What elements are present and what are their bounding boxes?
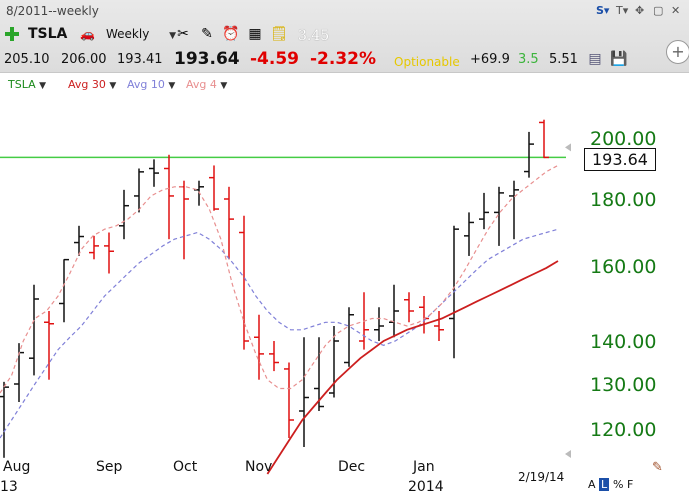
misc-value: 3.45 xyxy=(298,28,330,44)
y-tick-label-130: 130.00 xyxy=(590,374,657,396)
car-icon[interactable]: 🚗 xyxy=(80,27,95,41)
chevron-down-icon: ▼ xyxy=(39,81,47,91)
current-price-box: 193.64 xyxy=(584,148,656,171)
optionable-label: Optionable xyxy=(394,55,460,69)
avg10-line xyxy=(0,228,559,439)
scale-auto-button[interactable]: A xyxy=(588,478,596,491)
avg4-line xyxy=(0,164,559,394)
y-tick-label-180: 180.00 xyxy=(590,189,657,211)
interval-label: Weekly xyxy=(106,27,150,41)
legend-label-avg4: Avg 4 xyxy=(186,78,217,91)
scale-fixed-button[interactable]: F xyxy=(627,478,634,491)
interval-select[interactable]: Weekly ▼ xyxy=(106,27,176,41)
low-price: 193.41 xyxy=(117,52,163,67)
x-tick-label-nov: Nov xyxy=(245,459,273,475)
period-label: 8/2011--weekly xyxy=(6,4,99,18)
axis-up-arrow xyxy=(565,143,571,152)
stat-value-2: 3.5 xyxy=(518,52,539,67)
scale-percent-button[interactable]: % xyxy=(613,478,624,491)
open-price: 205.10 xyxy=(4,52,50,67)
move-icon[interactable]: ✥ xyxy=(635,4,645,17)
y-tick-label-140: 140.00 xyxy=(590,331,657,353)
edit-icon[interactable]: ✎ xyxy=(652,460,663,475)
x-tick-label-sep: Sep xyxy=(96,459,123,475)
chevron-down-icon: ▼ xyxy=(169,31,177,41)
axis-down-arrow xyxy=(565,450,571,458)
last-date-label: 2/19/14 xyxy=(518,470,565,484)
legend-item-tsla[interactable]: TSLA ▼ xyxy=(8,78,46,91)
legend-item-avg4[interactable]: Avg 4 ▼ xyxy=(186,78,227,91)
scale-log-button[interactable]: L xyxy=(599,478,610,491)
y-tick-label-120: 120.00 xyxy=(590,419,657,441)
legend-label-avg10: Avg 10 xyxy=(127,78,165,91)
zoom-icon[interactable]: + xyxy=(666,40,689,64)
toolbar: 8/2011--weekly S▾ T▾ ✥ ▢ ✕ TSLA 🚗 Weekly… xyxy=(0,0,689,73)
chevron-down-icon: ▼ xyxy=(220,81,228,91)
last-price: 193.64 xyxy=(174,49,240,69)
stat-value-1: +69.9 xyxy=(470,52,510,67)
x-tick-label-oct: Oct xyxy=(173,459,198,475)
maximize-icon[interactable]: ▢ xyxy=(653,4,664,17)
chevron-down-icon: ▼ xyxy=(109,81,117,91)
close-icon[interactable]: ✕ xyxy=(671,4,681,17)
avg30-line xyxy=(266,260,559,475)
tools-icon[interactable]: ✂ xyxy=(177,26,189,42)
y-tick-label-160: 160.00 xyxy=(590,256,657,278)
x-tick-label-aug: Aug xyxy=(3,459,31,475)
layers-icon[interactable]: ▤ xyxy=(588,51,602,67)
draw-icon[interactable]: ✎ xyxy=(201,26,213,42)
symbol-label[interactable]: TSLA xyxy=(28,26,68,42)
y-tick-label-200: 200.00 xyxy=(590,128,657,150)
legend-item-avg10[interactable]: Avg 10 ▼ xyxy=(127,78,175,91)
year-label-2013: 13 xyxy=(0,479,18,495)
stat-value-3: 5.51 xyxy=(549,52,578,67)
add-symbol-icon[interactable] xyxy=(4,26,20,42)
chevron-down-icon: ▼ xyxy=(168,81,176,91)
legend-label-tsla: TSLA xyxy=(8,78,36,91)
price-change-pct: -2.32% xyxy=(310,49,377,69)
calculator-icon[interactable]: ▦ xyxy=(248,26,262,42)
x-tick-label-jan: Jan xyxy=(413,459,435,475)
save-icon[interactable]: 💾 xyxy=(610,51,628,67)
high-price: 206.00 xyxy=(61,52,107,67)
legend-label-avg30: Avg 30 xyxy=(68,78,106,91)
price-change: -4.59 xyxy=(250,49,299,69)
type-select-button[interactable]: T▾ xyxy=(616,4,629,17)
year-label-2014: 2014 xyxy=(408,479,444,495)
scale-select-button[interactable]: S▾ xyxy=(596,4,610,17)
price-chart[interactable] xyxy=(0,95,689,499)
note-icon[interactable]: 🗒 xyxy=(270,26,288,42)
x-tick-label-dec: Dec xyxy=(338,459,366,475)
legend-item-avg30[interactable]: Avg 30 ▼ xyxy=(68,78,116,91)
alarm-icon[interactable]: ⏰ xyxy=(222,26,240,42)
